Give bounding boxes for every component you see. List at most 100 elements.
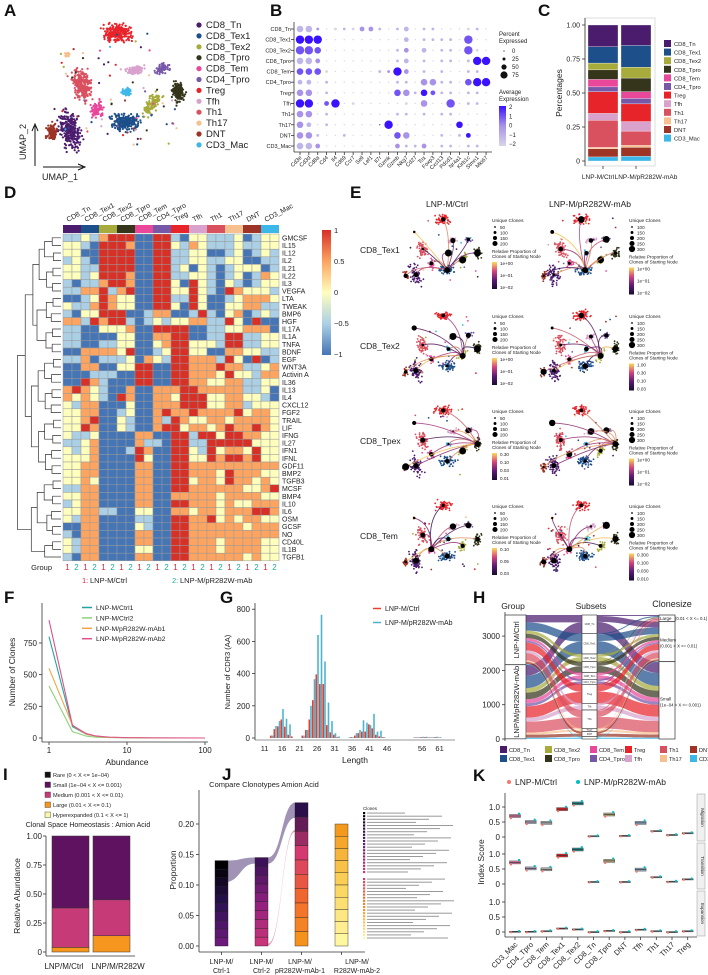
- dot: [316, 27, 320, 31]
- heatmap-cell: [224, 241, 235, 250]
- heatmap-cell: [80, 438, 91, 448]
- heatmap-cell: [152, 438, 163, 448]
- column-annotation: [117, 225, 135, 233]
- umap-point: [124, 28, 127, 31]
- colorbar-label: −0.5: [334, 319, 349, 328]
- legend-dot: [196, 76, 202, 83]
- heatmap-cell: [233, 461, 244, 470]
- row-label: GCSF: [282, 524, 301, 531]
- dot: [458, 70, 461, 73]
- heatmap-cell: [152, 256, 163, 265]
- heatmap-cell: [80, 294, 91, 303]
- umap-point: [113, 123, 116, 126]
- umap-point: [409, 263, 412, 266]
- heatmap-cell: [62, 514, 73, 524]
- row-label: VEGFA: [282, 289, 306, 296]
- dot: [296, 57, 304, 65]
- size-legend-title: Expressed: [499, 39, 527, 45]
- heatmap-cell: [269, 378, 280, 387]
- dot: [314, 68, 322, 75]
- heatmap-cell: [215, 484, 226, 493]
- umap-point: [116, 114, 119, 117]
- heatmap-cell: [71, 454, 82, 463]
- heatmap-cell: [62, 400, 73, 410]
- heatmap-cell: [269, 264, 280, 273]
- heatmap-cell: [152, 294, 163, 303]
- umap-point: [552, 275, 555, 278]
- dot: [394, 132, 401, 139]
- umap-point: [68, 137, 71, 140]
- heatmap-cell: [125, 446, 136, 455]
- heatmap-cell: [233, 537, 244, 546]
- legend-label: DNT: [206, 129, 226, 140]
- heatmap-cell: [71, 279, 82, 288]
- heatmap-cell: [242, 233, 253, 242]
- umap-point: [558, 375, 561, 377]
- heatmap-cell: [143, 446, 154, 455]
- heatmap-cell: [98, 271, 109, 280]
- umap-point: [87, 86, 90, 89]
- stacked-bar-segment: [587, 69, 619, 80]
- umap-point: [60, 129, 63, 132]
- umap-point: [115, 23, 118, 26]
- heatmap-cell: [152, 355, 163, 364]
- umap-point: [437, 218, 440, 221]
- dot: [449, 59, 453, 63]
- heatmap-cell: [89, 279, 100, 288]
- umap-point: [147, 74, 151, 77]
- umap-point: [139, 121, 142, 124]
- heatmap-cell: [143, 332, 154, 341]
- heatmap-cell: [125, 522, 136, 531]
- heatmap-cell: [62, 286, 73, 296]
- heatmap-cell: [143, 294, 154, 303]
- dot: [317, 81, 319, 83]
- heatmap-cell: [242, 461, 253, 470]
- dot: [420, 100, 428, 107]
- heatmap-cell: [71, 499, 82, 508]
- heatmap-cell: [161, 438, 172, 448]
- size-legend-dot: [500, 71, 508, 79]
- heatmap-cell: [134, 431, 145, 440]
- heatmap-cell: [224, 294, 235, 303]
- heatmap-cell: [71, 408, 82, 417]
- umap-point: [94, 113, 97, 116]
- heatmap-cell: [260, 484, 271, 493]
- heatmap-cell: [269, 248, 280, 258]
- heatmap-cell: [224, 507, 235, 516]
- heatmap-cell: [170, 476, 181, 486]
- heatmap-cell: [260, 302, 271, 311]
- heatmap-cell: [197, 317, 208, 326]
- size-legend-label: 250: [637, 242, 645, 247]
- heatmap-cell: [116, 507, 127, 516]
- heatmap-cell: [152, 271, 163, 280]
- umap-point: [469, 236, 472, 239]
- umap-point: [54, 122, 57, 125]
- umap-point: [410, 367, 413, 370]
- heatmap-cell: [170, 507, 181, 516]
- umap-point: [455, 357, 458, 359]
- clone-node: [584, 250, 589, 256]
- heatmap-cell: [170, 530, 181, 539]
- x-tick-label: LNP-M/pR282W-mAb: [615, 174, 678, 181]
- umap-point: [172, 88, 175, 91]
- dot: [465, 78, 472, 86]
- umap-point: [102, 63, 106, 66]
- heatmap-cell: [215, 302, 226, 311]
- umap-point: [417, 376, 419, 379]
- heatmap-cell: [143, 286, 154, 296]
- group-code: 2: [272, 563, 277, 572]
- legend-label: Th17: [674, 119, 687, 125]
- column-annotation: [153, 225, 171, 233]
- dot: [305, 57, 313, 65]
- umap-point: [414, 281, 417, 284]
- umap-point: [135, 115, 138, 118]
- umap-point: [586, 239, 588, 242]
- umap-point: [561, 255, 564, 257]
- dot: [325, 123, 328, 127]
- dot: [352, 70, 354, 73]
- dendrogram-branch: [52, 267, 61, 277]
- heatmap-cell: [224, 324, 235, 334]
- heatmap-cell: [125, 537, 136, 546]
- umap-point: [558, 370, 560, 373]
- umap-point: [417, 281, 420, 284]
